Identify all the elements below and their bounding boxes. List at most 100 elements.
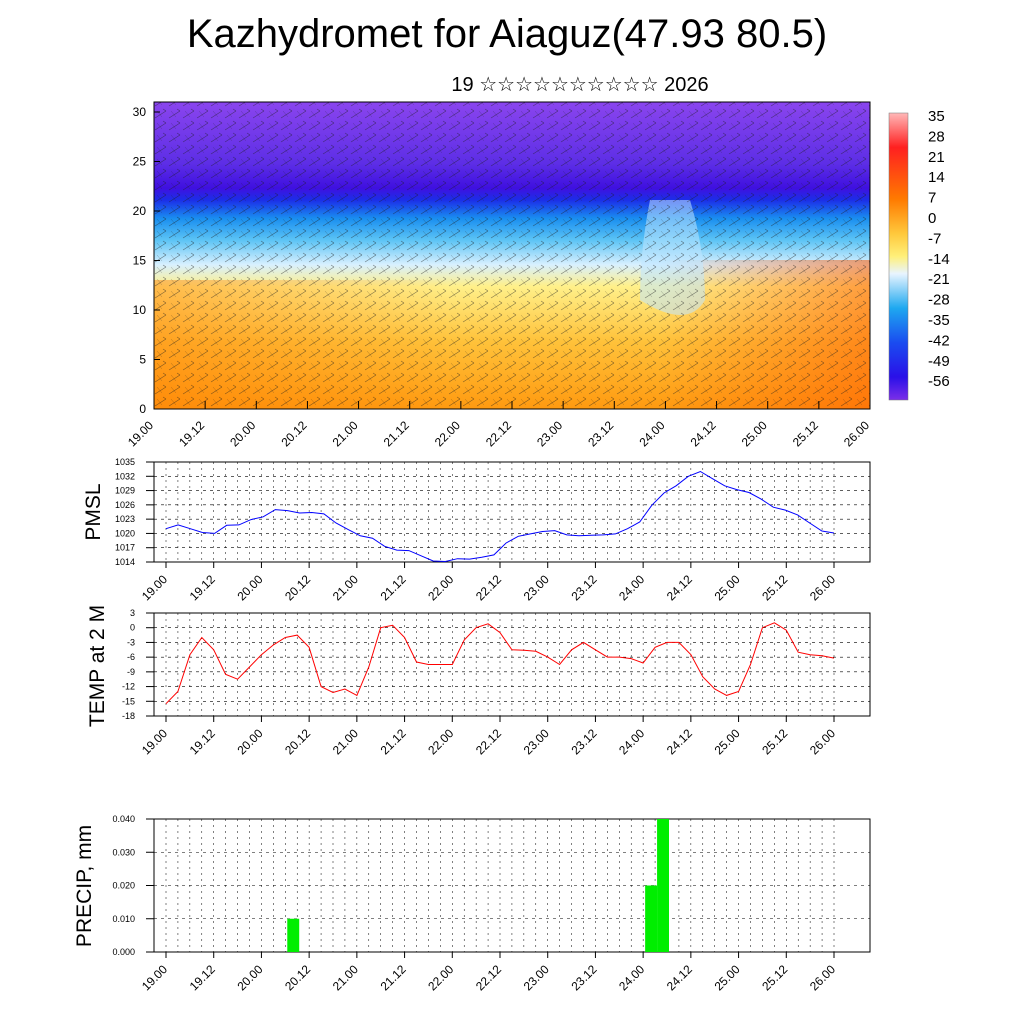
xtick-label: 20.00 (234, 962, 265, 993)
xtick-label: 23.00 (521, 726, 552, 757)
ytick-label: -9 (127, 667, 135, 677)
colorbar-labels: 35 28 21 14 7 0 -7 -14 -21 -28 -35 -42 -49 -56 (928, 108, 950, 390)
xs-xtick-label: 26.00 (841, 418, 872, 449)
temp-ylabel: TEMP at 2 M (86, 605, 109, 727)
xs-xtick-label: 20.12 (278, 418, 309, 449)
ytick-label: 0.040 (112, 814, 135, 824)
xs-ytick-label: 30 (133, 105, 147, 119)
xtick-label: 19.00 (139, 962, 170, 993)
xtick-label: 25.00 (712, 726, 743, 757)
pmsl-grid (154, 461, 870, 563)
xs-xtick-label: 20.00 (227, 418, 258, 449)
ytick-label: -12 (122, 682, 135, 692)
xtick-label: 26.00 (807, 962, 838, 993)
xs-ytick-label: 15 (133, 254, 147, 268)
xtick-label: 24.12 (664, 572, 695, 603)
xtick-label: 24.12 (664, 962, 695, 993)
colorbar-label: -21 (928, 271, 950, 288)
xtick-label: 21.00 (330, 962, 361, 993)
xs-xtick-label: 25.00 (739, 418, 770, 449)
xs-xtick-label: 21.00 (330, 418, 361, 449)
ytick-label: 1017 (115, 543, 135, 553)
precip-bars (287, 819, 669, 952)
xtick-label: 20.12 (282, 726, 313, 757)
xtick-label: 22.00 (425, 726, 456, 757)
precip-panel: 0.000 0.010 0.020 0.030 0.040 19.00 19.12 20.0… (73, 814, 871, 993)
xs-xtick-label: 24.00 (636, 418, 667, 449)
ytick-label: 1014 (115, 557, 135, 567)
colorbar-label: 28 (928, 128, 945, 145)
ytick-label: 1020 (115, 528, 135, 538)
xtick-label: 25.12 (759, 726, 790, 757)
xs-xtick-label: 22.00 (432, 418, 463, 449)
colorbar-label: 7 (928, 190, 936, 207)
ytick-label: -15 (122, 696, 135, 706)
xs-xtick-label: 22.12 (483, 418, 514, 449)
cross-section-wind-field (154, 102, 870, 409)
precip-ylabel: PRECIP, mm (73, 825, 96, 947)
colorbar: 35 28 21 14 7 0 -7 -14 -21 -28 -35 -42 -49 -56 (888, 108, 950, 401)
ytick-label: 0.000 (112, 947, 135, 957)
xs-xtick-label: 23.12 (585, 418, 616, 449)
colorbar-label: -35 (928, 312, 950, 329)
colorbar-label: -42 (928, 332, 950, 349)
xs-ytick-label: 5 (139, 353, 146, 367)
xs-xtick-label: 19.12 (176, 418, 207, 449)
colorbar-label: -49 (928, 353, 950, 370)
pmsl-ylabel: PMSL (82, 483, 105, 540)
xtick-label: 19.12 (187, 726, 218, 757)
xtick-label: 19.12 (187, 962, 218, 993)
xtick-label: 19.00 (139, 726, 170, 757)
precip-bar (287, 918, 300, 952)
colorbar-frame (888, 112, 909, 401)
xtick-label: 22.00 (425, 572, 456, 603)
xtick-label: 21.00 (330, 572, 361, 603)
colorbar-label: 14 (928, 169, 945, 186)
xtick-label: 23.12 (568, 726, 599, 757)
xs-xtick-label: 25.12 (790, 418, 821, 449)
xtick-label: 22.12 (473, 572, 504, 603)
xtick-label: 25.12 (759, 572, 790, 603)
ytick-label: 0.030 (112, 847, 135, 857)
ytick-label: 1035 (115, 457, 135, 467)
precip-grid (154, 818, 870, 953)
xtick-label: 22.00 (425, 962, 456, 993)
xtick-label: 20.12 (282, 962, 313, 993)
xs-ytick-label: 25 (133, 155, 147, 169)
ytick-label: -3 (127, 637, 135, 647)
xtick-label: 25.00 (712, 962, 743, 993)
xs-ytick-label: 10 (133, 303, 147, 317)
pmsl-y-axis: 1014 1017 1020 1023 1026 1029 1032 1035 (115, 457, 154, 567)
xs-xtick-label: 21.12 (381, 418, 412, 449)
xs-xtick-label: 23.00 (534, 418, 565, 449)
temp-series-line (165, 622, 835, 705)
xtick-label: 26.00 (807, 726, 838, 757)
xs-ytick-label: 0 (139, 402, 146, 416)
xtick-label: 21.12 (378, 572, 409, 603)
xtick-label: 25.12 (759, 962, 790, 993)
colorbar-label: -7 (928, 230, 941, 247)
pmsl-series-line (165, 470, 835, 563)
ytick-label: -18 (122, 711, 135, 721)
cross-section-panel: 0 5 10 15 20 25 30 19.00 19.12 20.00 20.12 21.00 21… (125, 101, 872, 449)
xtick-label: 21.12 (378, 726, 409, 757)
precip-x-axis: 19.00 19.12 20.00 20.12 21.00 21.12 22.00 22.12… (139, 952, 838, 993)
pmsl-x-axis: 19.00 19.12 20.00 20.12 21.00 21.12 22.00 22.12… (139, 562, 838, 603)
temp-panel: -18 -15 -12 -9 -6 -3 0 3 19.00 19.12 20.00 20.12 21… (86, 605, 871, 757)
xtick-label: 22.12 (473, 962, 504, 993)
ytick-label: 1023 (115, 514, 135, 524)
xtick-label: 26.00 (807, 572, 838, 603)
xtick-label: 24.00 (616, 726, 647, 757)
xtick-label: 24.00 (616, 962, 647, 993)
ytick-label: 3 (130, 608, 135, 618)
ytick-label: 0.020 (112, 881, 135, 891)
precip-y-axis: 0.000 0.010 0.020 0.030 0.040 (112, 814, 154, 957)
xtick-label: 23.12 (568, 962, 599, 993)
colorbar-label: 0 (928, 210, 936, 227)
xtick-label: 20.12 (282, 572, 313, 603)
xtick-label: 20.00 (234, 726, 265, 757)
xtick-label: 19.00 (139, 572, 170, 603)
